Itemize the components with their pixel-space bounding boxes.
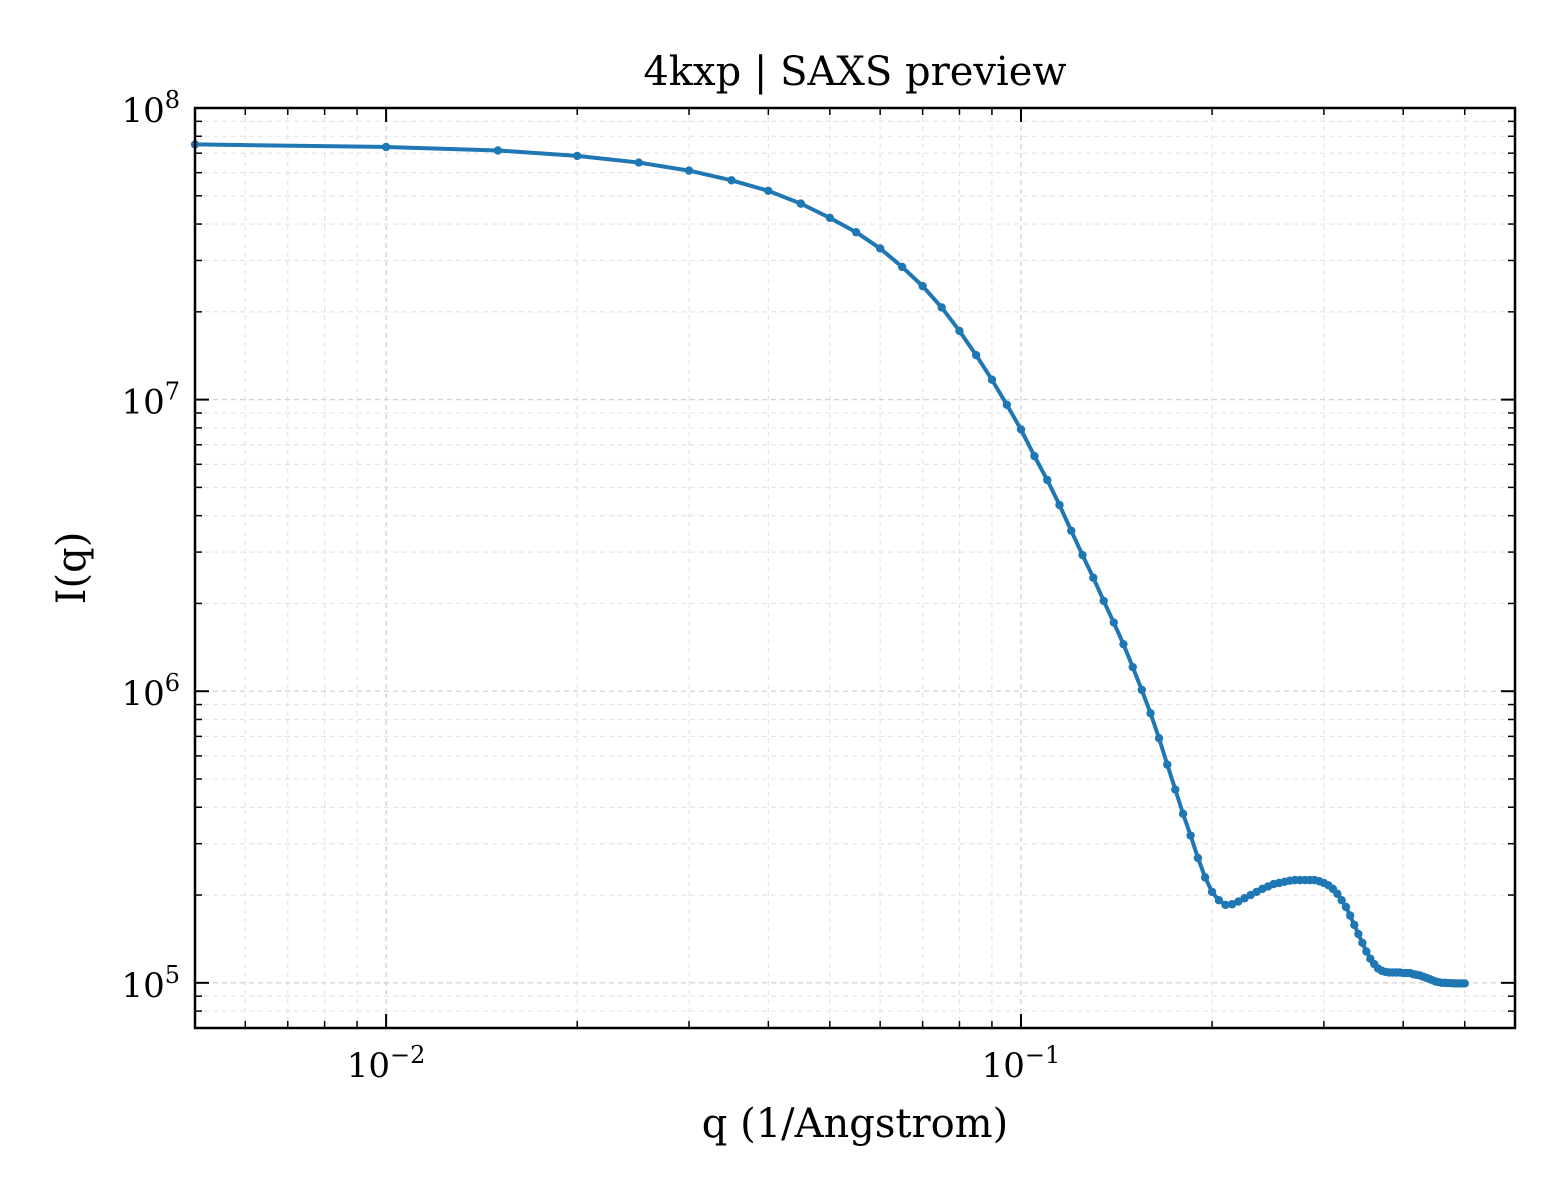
data-point <box>1146 709 1155 718</box>
data-point <box>1002 400 1012 409</box>
data-point <box>1214 896 1224 905</box>
y-tick-label: 105 <box>121 961 180 1006</box>
data-point <box>1234 897 1243 906</box>
data-point <box>937 303 946 312</box>
data-point <box>987 375 997 384</box>
data-point <box>1178 809 1188 818</box>
data-point <box>1362 947 1371 956</box>
chart-title: 4kxp | SAXS preview <box>643 49 1066 95</box>
plot-frame <box>193 106 1517 1030</box>
data-point <box>1089 573 1098 582</box>
data-point <box>1171 785 1180 794</box>
data-point <box>1016 425 1026 434</box>
data-point <box>381 142 391 152</box>
data-point <box>1358 938 1367 948</box>
data-point <box>1460 979 1469 988</box>
data-point <box>634 158 643 167</box>
data-point <box>1109 618 1118 627</box>
data-point <box>1078 550 1087 560</box>
grid <box>194 107 1516 1029</box>
y-tick-label: 106 <box>121 669 180 714</box>
x-tick-label: 10−1 <box>982 1041 1061 1086</box>
data-point <box>1350 920 1359 930</box>
data-point <box>764 186 773 196</box>
data-point <box>493 146 503 155</box>
y-axis-label: I(q) <box>49 532 95 605</box>
data-point <box>955 326 964 336</box>
data-point <box>971 351 981 360</box>
x-axis-label: q (1/Angstrom) <box>702 1101 1008 1147</box>
data-point <box>1030 451 1039 461</box>
data-point <box>1345 911 1355 920</box>
x-tick-label: 10−2 <box>347 1041 426 1086</box>
data-point <box>727 176 736 185</box>
data-point <box>1221 900 1230 910</box>
data-point <box>918 281 927 291</box>
data-point <box>1119 639 1128 649</box>
data-point <box>796 199 806 208</box>
data-point <box>1128 662 1137 672</box>
data-point <box>1099 596 1108 606</box>
data-point <box>1193 853 1203 863</box>
data-point <box>1055 500 1064 510</box>
data-point <box>1337 896 1346 905</box>
data-point <box>1227 900 1237 909</box>
series-layer <box>190 140 1469 988</box>
data-point <box>851 228 861 237</box>
data-point <box>1043 475 1052 485</box>
data-point <box>573 151 582 161</box>
data-point <box>825 213 835 223</box>
data-point <box>1341 902 1351 912</box>
data-point <box>875 244 885 253</box>
data-point <box>1207 887 1217 897</box>
y-tick-label: 108 <box>121 86 180 131</box>
data-point <box>1333 889 1342 898</box>
data-point <box>1200 873 1210 882</box>
data-point <box>1163 760 1172 769</box>
data-point <box>1154 734 1164 743</box>
data-point <box>1186 831 1195 840</box>
data-point <box>684 166 694 175</box>
ticks <box>194 107 1516 1029</box>
data-point <box>1137 685 1147 695</box>
data-point <box>1354 929 1363 939</box>
tick-labels: 10−2 10−1 105 106 107 108 <box>121 86 1060 1086</box>
data-point <box>898 262 907 272</box>
y-tick-label: 107 <box>121 378 180 423</box>
data-point <box>1067 526 1076 535</box>
